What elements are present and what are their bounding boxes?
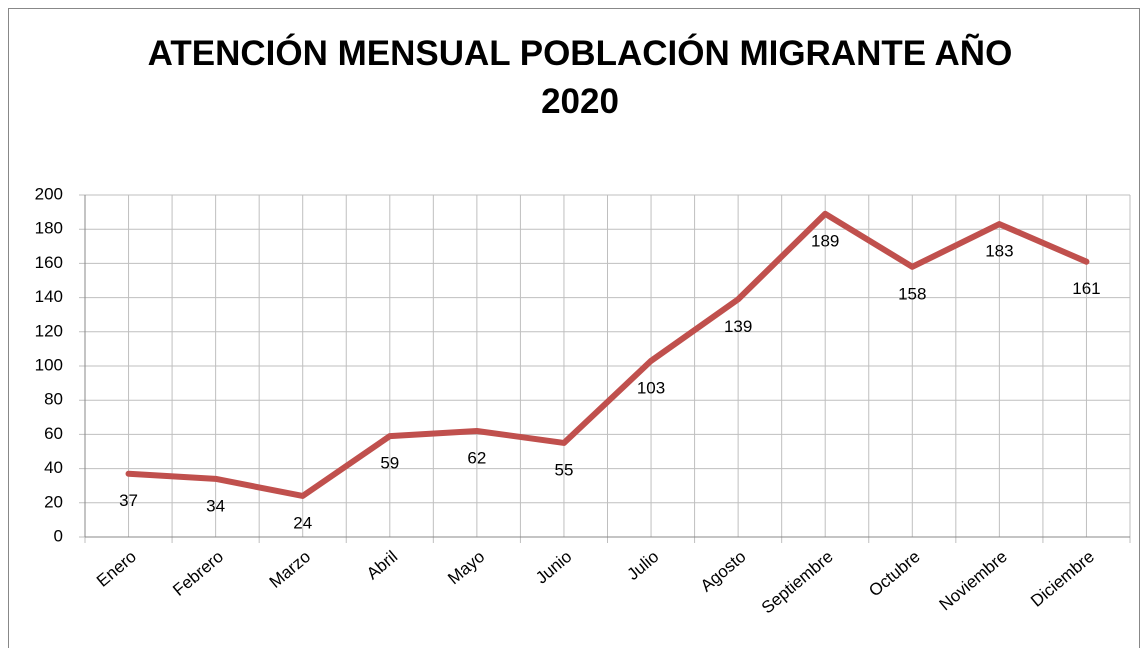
line-series <box>125 210 1090 499</box>
y-tick-label: 100 <box>35 355 63 374</box>
data-label: 62 <box>467 448 486 467</box>
chart-frame <box>8 8 1140 648</box>
x-tick-label: Marzo <box>266 547 314 592</box>
x-tick-label: Julio <box>623 547 662 584</box>
data-label: 34 <box>206 496 225 515</box>
data-label: 37 <box>119 491 138 510</box>
x-tick-label: Mayo <box>444 547 488 588</box>
y-tick-label: 80 <box>44 390 63 409</box>
y-tick-label: 0 <box>54 526 63 545</box>
y-tick-label: 200 <box>35 184 63 203</box>
x-tick-label: Diciembre <box>1027 547 1098 611</box>
y-tick-label: 120 <box>35 321 63 340</box>
data-label: 158 <box>898 284 926 303</box>
x-tick-label: Octubre <box>865 547 924 600</box>
y-tick-label: 60 <box>44 424 63 443</box>
data-label: 161 <box>1072 279 1100 298</box>
x-tick-label: Enero <box>93 547 140 591</box>
y-tick-label: 20 <box>44 492 63 511</box>
y-tick-label: 180 <box>35 219 63 238</box>
y-tick-label: 160 <box>35 253 63 272</box>
x-tick-label: Noviembre <box>936 547 1011 614</box>
y-tick-label: 40 <box>44 458 63 477</box>
x-tick-label: Abril <box>363 547 401 583</box>
chart-title: ATENCIÓN MENSUAL POBLACIÓN MIGRANTE AÑO … <box>147 34 1013 121</box>
x-tick-label: Febrero <box>169 547 227 600</box>
data-label: 24 <box>293 513 312 532</box>
x-tick-label: Agosto <box>697 547 750 596</box>
y-tick-label: 140 <box>35 287 63 306</box>
x-tick-label: Junio <box>532 547 575 588</box>
data-label: 183 <box>985 242 1013 261</box>
data-label: 59 <box>380 454 399 473</box>
data-label: 139 <box>724 317 752 336</box>
x-tick-label: Septiembre <box>758 547 837 617</box>
data-label: 103 <box>637 378 665 397</box>
data-label: 189 <box>811 231 839 250</box>
data-label: 55 <box>554 460 573 479</box>
